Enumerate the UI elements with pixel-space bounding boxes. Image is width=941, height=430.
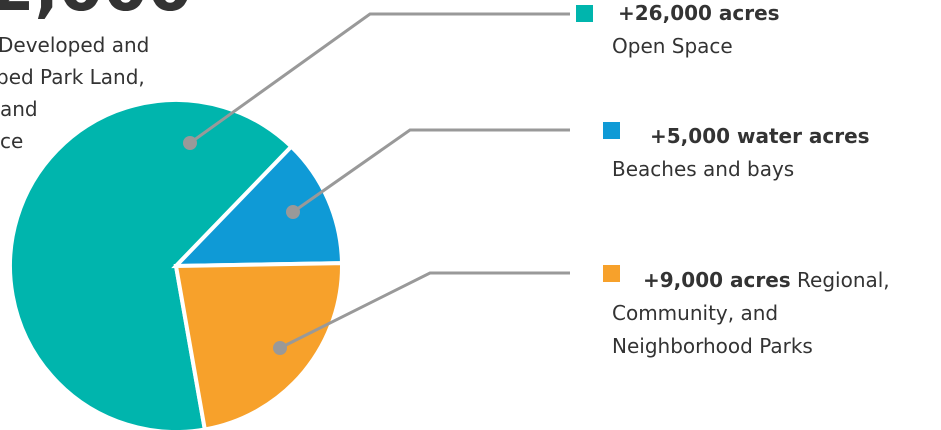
- legend-note: Community, and: [612, 301, 778, 325]
- legend-note: Beaches and bays: [612, 157, 794, 181]
- legend-label: +9,000 acres: [643, 268, 791, 292]
- legend-swatch: [576, 5, 593, 22]
- legend-label: +5,000 water acres: [650, 124, 870, 148]
- leader-line: [292, 128, 570, 214]
- legend-note: Regional,: [791, 268, 890, 292]
- legend-note: Open Space: [612, 34, 733, 58]
- legend-swatch: [603, 265, 620, 282]
- legend-entry: +9,000 acres Regional,: [643, 268, 890, 292]
- subtitle-line: Developed and: [0, 33, 149, 57]
- leader-dot: [273, 341, 287, 355]
- legend-note: Neighborhood Parks: [612, 334, 813, 358]
- subtitle-line: ce: [0, 129, 23, 153]
- pie-slice: [8, 98, 295, 430]
- pie-slice: [173, 261, 344, 430]
- leader-line: [189, 12, 570, 145]
- leaders: [183, 12, 570, 355]
- leader-line: [279, 271, 570, 350]
- subtitle-line: ped Park Land,: [0, 65, 145, 89]
- legend: +26,000 acres Open Space +5,000 water ac…: [576, 1, 890, 358]
- subtitle-line: and: [0, 97, 38, 121]
- total-number: 2,000: [0, 0, 192, 26]
- pie: [8, 98, 345, 430]
- legend-swatch: [603, 122, 620, 139]
- leader-dot: [183, 136, 197, 150]
- leader-dot: [286, 205, 300, 219]
- pie-slice: [171, 143, 345, 269]
- legend-label: +26,000 acres: [618, 1, 780, 25]
